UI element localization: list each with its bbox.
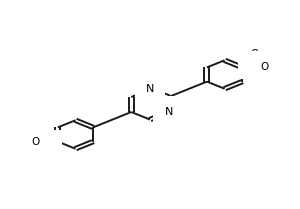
Text: O: O <box>42 150 50 160</box>
Text: O: O <box>250 49 258 59</box>
Text: O: O <box>260 62 269 72</box>
Text: N: N <box>146 84 154 94</box>
Text: O: O <box>31 137 40 147</box>
Text: N: N <box>164 107 173 117</box>
Text: N: N <box>43 141 51 151</box>
Text: N: N <box>249 58 257 68</box>
